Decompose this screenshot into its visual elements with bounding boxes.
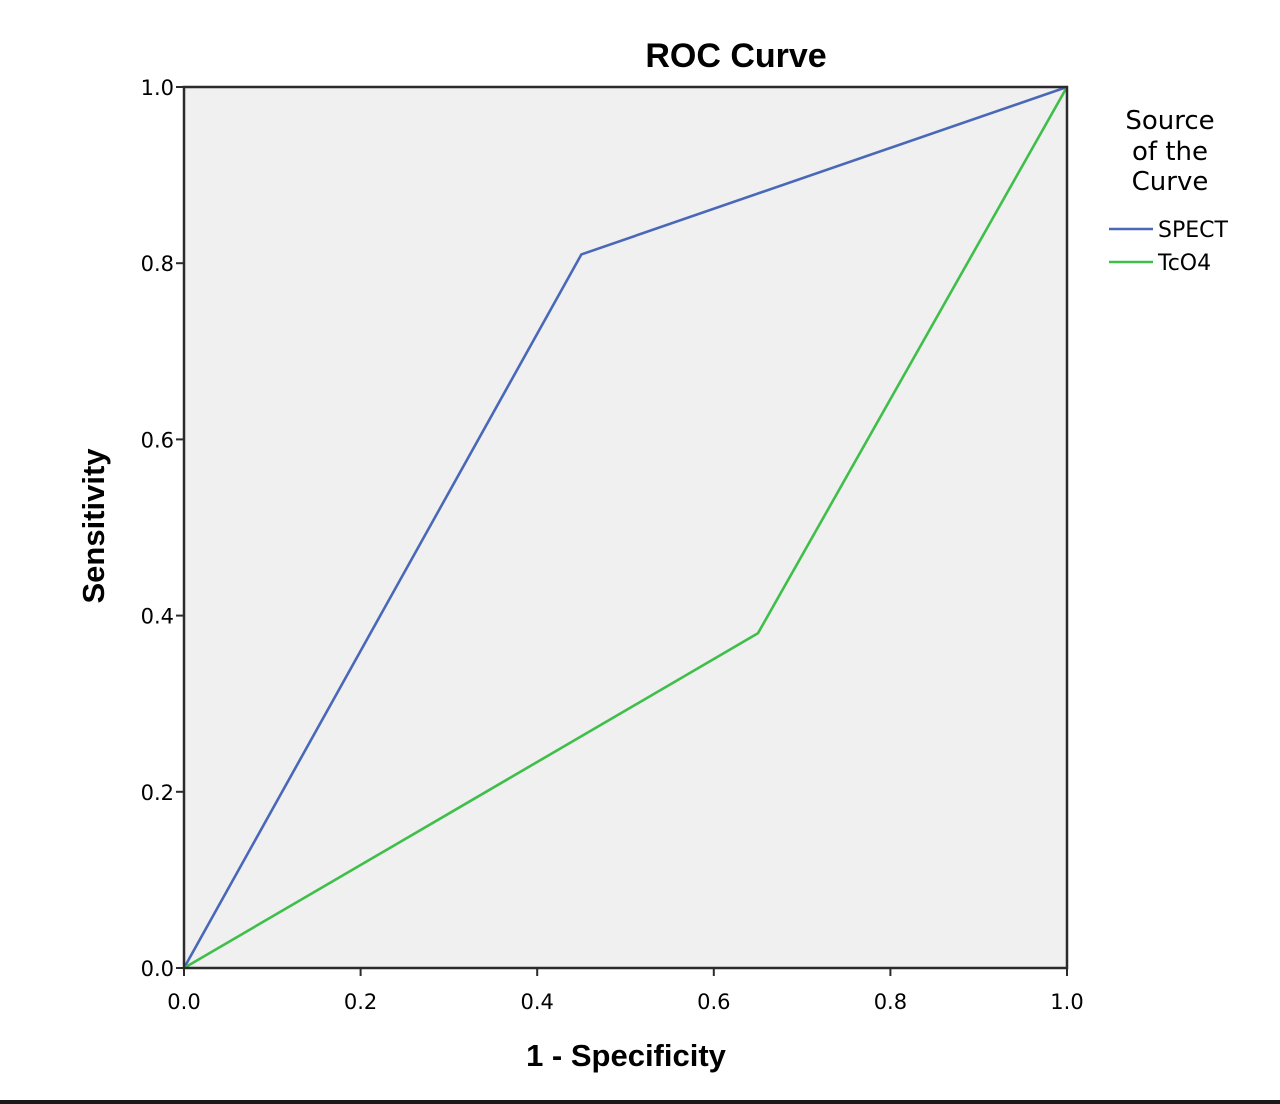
x-tick-label: 1.0 bbox=[1050, 990, 1083, 1014]
x-axis-label: 1 - Specificity bbox=[526, 1038, 727, 1073]
x-tick-label: 0.4 bbox=[520, 990, 553, 1014]
legend: Source of the Curve SPECT TcO4 bbox=[1109, 106, 1228, 276]
y-tick-label: 0.2 bbox=[141, 781, 174, 805]
y-axis-ticks: 0.0 0.2 0.4 0.6 0.8 1.0 bbox=[141, 76, 184, 981]
series-line-tco4 bbox=[183, 86, 1069, 970]
y-tick-label: 1.0 bbox=[141, 76, 174, 100]
x-tick-label: 0.2 bbox=[344, 990, 377, 1014]
y-axis-label: Sensitivity bbox=[76, 448, 111, 604]
legend-title-line-1: Source bbox=[1125, 106, 1214, 136]
legend-title-line-3: Curve bbox=[1132, 167, 1209, 197]
chart-title: ROC Curve bbox=[645, 37, 826, 75]
y-tick-label: 0.6 bbox=[141, 428, 174, 452]
series-line-spect bbox=[182, 85, 1068, 969]
x-tick-label: 0.6 bbox=[697, 990, 730, 1014]
legend-title-line-2: of the bbox=[1132, 137, 1208, 167]
y-tick-label: 0.0 bbox=[141, 957, 174, 981]
y-tick-label: 0.4 bbox=[141, 605, 174, 629]
legend-entries: SPECT TcO4 bbox=[1109, 218, 1228, 276]
series-layer bbox=[182, 85, 1069, 970]
legend-label-tco4: TcO4 bbox=[1157, 251, 1211, 276]
x-tick-label: 0.8 bbox=[874, 990, 907, 1014]
y-tick-label: 0.8 bbox=[141, 252, 174, 276]
bottom-rule bbox=[0, 1100, 1280, 1104]
plot-frame bbox=[182, 85, 1069, 970]
x-axis-ticks: 0.0 0.2 0.4 0.6 0.8 1.0 bbox=[167, 968, 1084, 1014]
legend-label-spect: SPECT bbox=[1158, 218, 1228, 243]
plot-area bbox=[184, 87, 1067, 968]
x-tick-label: 0.0 bbox=[167, 990, 200, 1014]
